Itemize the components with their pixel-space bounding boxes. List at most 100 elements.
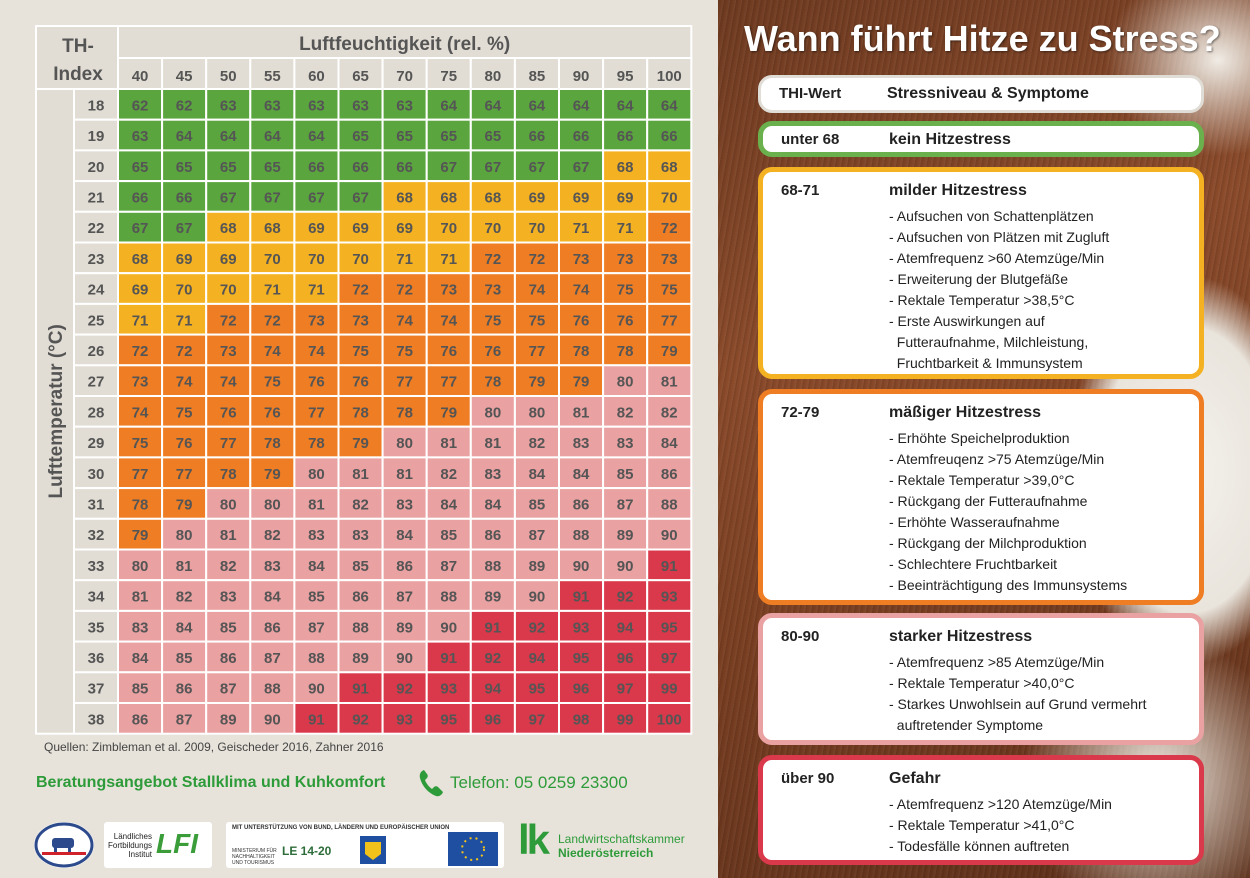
corner-label-1: TH- [62, 36, 94, 57]
thi-cell-value: 76 [617, 312, 634, 329]
thi-cell-value: 90 [264, 711, 281, 728]
thi-cell-value: 71 [176, 312, 193, 329]
thi-cell-value: 81 [485, 435, 502, 452]
thi-cell-value: 68 [617, 159, 634, 176]
thi-cell [205, 149, 252, 183]
lk-name-1: Landwirtschaftskammer [558, 832, 685, 846]
humidity-tick-label: 75 [440, 68, 457, 85]
thi-cell-value: 76 [220, 404, 237, 421]
thi-cell-value: 91 [573, 589, 590, 606]
thi-cell-value: 82 [529, 435, 546, 452]
eu-flag-icon [448, 832, 498, 866]
thi-cell [469, 88, 516, 121]
thi-cell-value: 70 [440, 220, 457, 237]
temperature-tick-label: 27 [88, 374, 105, 391]
table-header-box: THI-Wert Stressniveau & Symptome [758, 75, 1204, 113]
thi-cell-value: 71 [264, 282, 281, 299]
humidity-tick-label: 70 [396, 68, 413, 85]
symptom-item: auftretender Symptome [889, 717, 1044, 733]
thi-cell-value: 79 [529, 374, 546, 391]
thi-cell [425, 579, 472, 612]
thi-cell-value: 84 [661, 435, 678, 452]
temperature-tick-label: 38 [88, 711, 105, 728]
temperature-tick-label: 23 [88, 251, 105, 268]
thi-cell [425, 272, 472, 305]
thi-cell-value: 69 [176, 251, 193, 268]
thi-cell-value: 99 [617, 711, 634, 728]
thi-cell-value: 86 [661, 466, 678, 483]
symptom-item: - Starkes Unwohlsein auf Grund vermehrt [889, 696, 1147, 712]
thi-cell [249, 487, 296, 520]
thi-cell [161, 702, 208, 735]
stress-info-panel: Wann führt Hitze zu Stress? THI-Wert Str… [718, 0, 1250, 878]
thi-cell-value: 83 [264, 558, 281, 575]
thi-cell-value: 72 [220, 312, 237, 329]
thi-cell-value: 86 [264, 619, 281, 636]
symptom-item: - Erste Auswirkungen auf [889, 313, 1045, 329]
temperature-tick-label: 28 [88, 404, 105, 421]
thi-cell-value: 92 [352, 711, 369, 728]
thi-cell-value: 70 [264, 251, 281, 268]
thi-cell [381, 272, 428, 305]
thi-cell-value: 92 [617, 589, 634, 606]
thi-cell [513, 395, 561, 428]
thi-cell-value: 74 [132, 404, 149, 421]
temperature-header-cell [73, 364, 119, 397]
phone-contact[interactable]: Telefon: 05 0259 23300 [418, 768, 628, 798]
thi-cell-value: 68 [264, 220, 281, 237]
thi-cell-value: 66 [132, 189, 149, 206]
thi-cell-value: 85 [132, 681, 149, 698]
thi-cell [646, 180, 693, 213]
thi-cell-value: 88 [573, 527, 590, 544]
thi-cell-value: 71 [396, 251, 413, 268]
thi-cell [337, 640, 384, 674]
temperature-header-cell [73, 210, 119, 244]
thi-cell [293, 210, 340, 244]
thi-cell [117, 395, 164, 428]
thi-cell-value: 75 [132, 435, 149, 452]
thi-cell-value: 86 [220, 650, 237, 667]
funding-logos: MIT UNTERSTÜTZUNG VON BUND, LÄNDERN UND … [226, 822, 504, 868]
thi-cell-value: 96 [617, 650, 634, 667]
thi-cell-value: 70 [308, 251, 325, 268]
thi-cell-value: 88 [308, 650, 325, 667]
temperature-header-cell [73, 180, 119, 213]
symptom-list: - Erhöhte Speichelproduktion - Atemfreuqe… [889, 428, 1199, 596]
temperature-tick-label: 25 [88, 312, 105, 329]
thi-cell [469, 149, 516, 183]
thi-cell-value: 78 [308, 435, 325, 452]
thi-cell-value: 76 [485, 343, 502, 360]
thi-cell-value: 66 [176, 189, 193, 206]
thi-cell-value: 80 [132, 558, 149, 575]
humidity-header-cell [425, 57, 472, 90]
thi-cell-value: 77 [308, 404, 325, 421]
thi-cell-value: 65 [220, 159, 237, 176]
thi-cell [293, 487, 340, 520]
temperature-axis-title: Lufttemperatur (°C) [46, 324, 67, 498]
symptom-item: - Erhöhte Speichelproduktion [889, 430, 1070, 446]
thi-cell-value: 97 [661, 650, 678, 667]
thi-cell-value: 88 [352, 619, 369, 636]
thi-cell-value: 73 [661, 251, 678, 268]
temperature-tick-label: 21 [88, 189, 105, 206]
thi-cell [425, 702, 472, 735]
thi-cell-value: 93 [661, 589, 678, 606]
thi-cell [249, 456, 296, 490]
symptom-item: - Schlechtere Fruchtbarkeit [889, 556, 1058, 572]
stress-level-name: milder Hitzestress [889, 182, 1027, 199]
thi-cell-value: 76 [308, 374, 325, 391]
thi-heatmap: TH- Index Luftfeuchtigkeit (rel. %) 40 45 50 5… [35, 25, 693, 736]
thi-cell-value: 65 [485, 128, 502, 145]
thi-cell-value: 80 [220, 496, 237, 513]
thi-cell-value: 68 [220, 220, 237, 237]
thi-cell-value: 87 [617, 496, 634, 513]
thi-cell-value: 86 [176, 681, 193, 698]
thi-cell [117, 456, 164, 490]
thi-cell [513, 456, 561, 490]
thi-cell-value: 82 [220, 558, 237, 575]
thi-cell [161, 671, 208, 704]
thi-cell [646, 272, 693, 305]
thi-cell [205, 579, 252, 612]
thi-cell [646, 609, 693, 643]
symptom-item: - Rektale Temperatur >38,5°C [889, 292, 1075, 308]
